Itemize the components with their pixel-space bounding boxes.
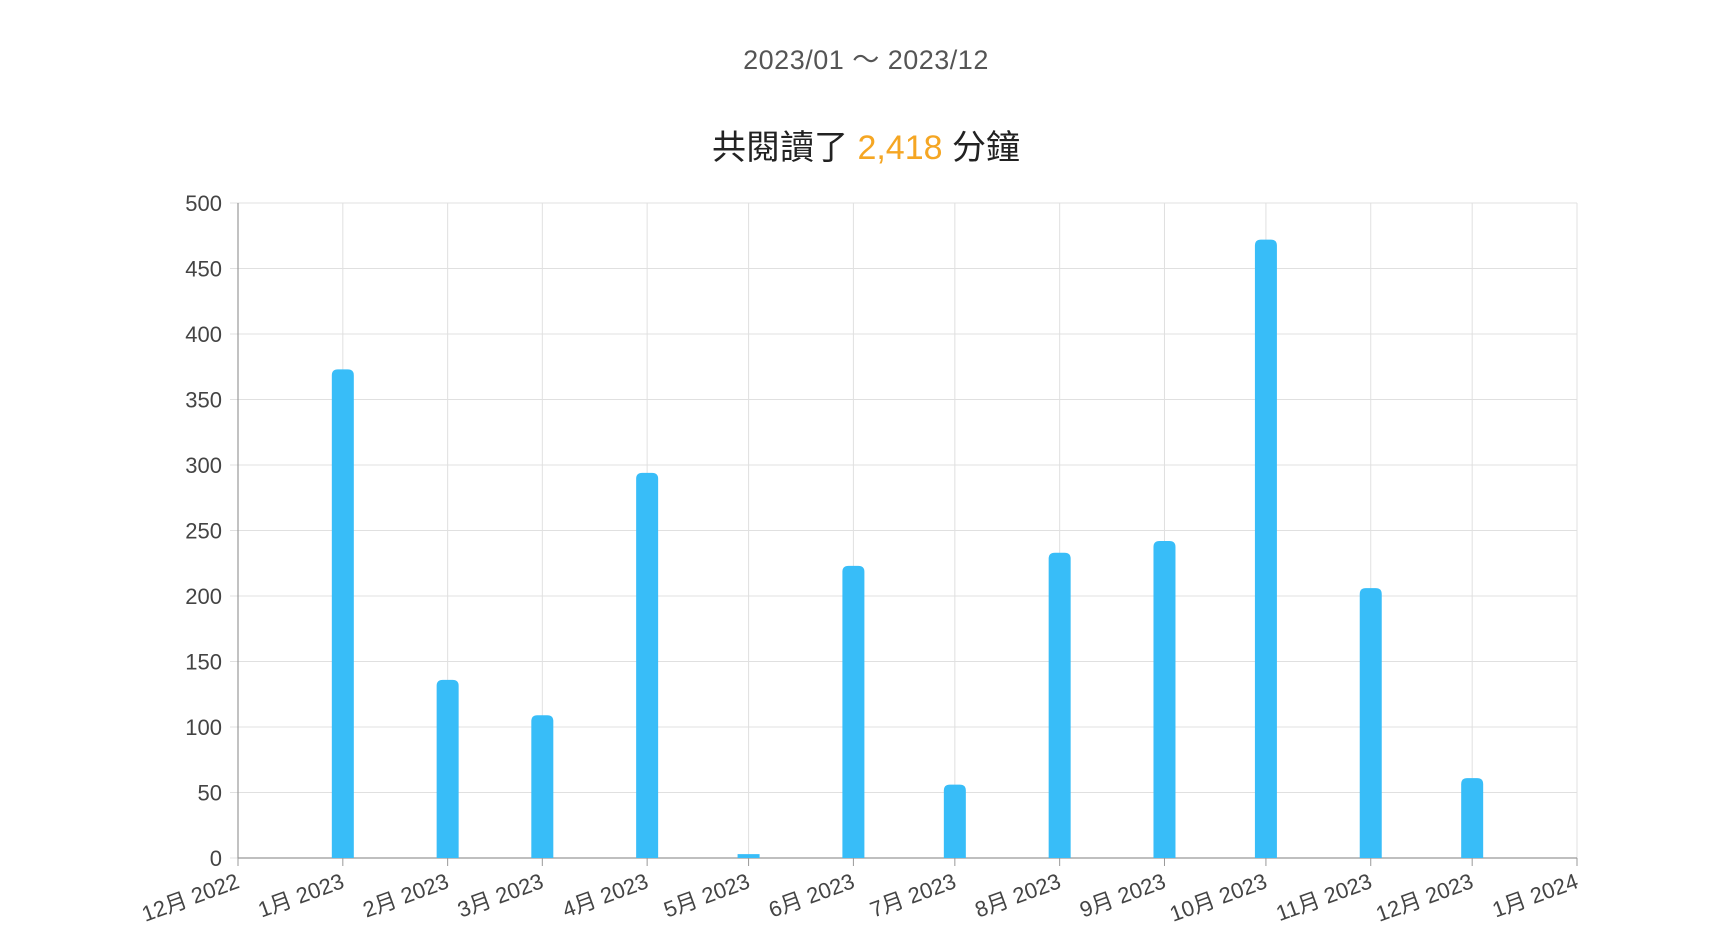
y-tick-label: 0: [210, 846, 222, 871]
y-tick-label: 200: [185, 584, 222, 609]
summary-prefix: 共閱讀了: [712, 129, 848, 167]
y-tick-label: 150: [185, 650, 222, 675]
y-tick-label: 400: [185, 322, 222, 347]
y-tick-label: 50: [198, 781, 222, 806]
x-tick-label: 7月 2023: [867, 868, 959, 922]
x-tick-label: 6月 2023: [765, 868, 857, 922]
bar: [842, 565, 865, 858]
x-tick-label: 4月 2023: [559, 868, 651, 922]
reading-summary: 共閱讀了 2,418 分鐘: [0, 120, 1732, 169]
summary-suffix: 分鐘: [952, 129, 1020, 167]
bar: [943, 784, 966, 858]
date-range: 2023/01 ～ 2023/12: [743, 45, 989, 75]
summary-total: 2,418: [857, 129, 943, 167]
x-tick-label: 12月 2023: [1373, 868, 1477, 926]
x-tick-labels: 12月 2022 1月 2023 2月 2023 3月 2023 4月 2023 5月 2…: [138, 868, 1581, 926]
y-tick-label: 350: [185, 388, 222, 413]
x-tick-label: 2月 2023: [360, 868, 452, 922]
bar: [1048, 552, 1071, 858]
y-tick-labels: 0 50 100 150 200 250 300 350 400 450 500: [185, 191, 222, 871]
bar: [1254, 239, 1277, 858]
axes: [237, 203, 1577, 859]
bar: [331, 369, 354, 858]
x-tick-label: 3月 2023: [454, 868, 546, 922]
x-tick-label: 5月 2023: [660, 868, 752, 922]
bar: [1359, 588, 1382, 858]
bars: [331, 239, 1484, 858]
y-tick-label: 250: [185, 519, 222, 544]
x-tick-label: 1月 2024: [1489, 868, 1581, 922]
y-tick-label: 300: [185, 453, 222, 478]
bar: [737, 854, 760, 858]
x-tick-label: 10月 2023: [1166, 868, 1270, 926]
y-tick-label: 100: [185, 715, 222, 740]
x-tick-label: 8月 2023: [972, 868, 1064, 922]
x-tick-label: 9月 2023: [1076, 868, 1168, 922]
bar: [636, 472, 659, 858]
y-tick-label: 500: [185, 191, 222, 216]
y-tick-label: 450: [185, 257, 222, 282]
bar: [1461, 778, 1484, 858]
bar: [1153, 540, 1176, 858]
bar: [436, 679, 459, 858]
x-tick-label: 11月 2023: [1273, 868, 1375, 926]
x-tick-label: 12月 2022: [138, 868, 242, 926]
x-tick-label: 1月 2023: [255, 868, 347, 922]
bar: [531, 715, 554, 858]
